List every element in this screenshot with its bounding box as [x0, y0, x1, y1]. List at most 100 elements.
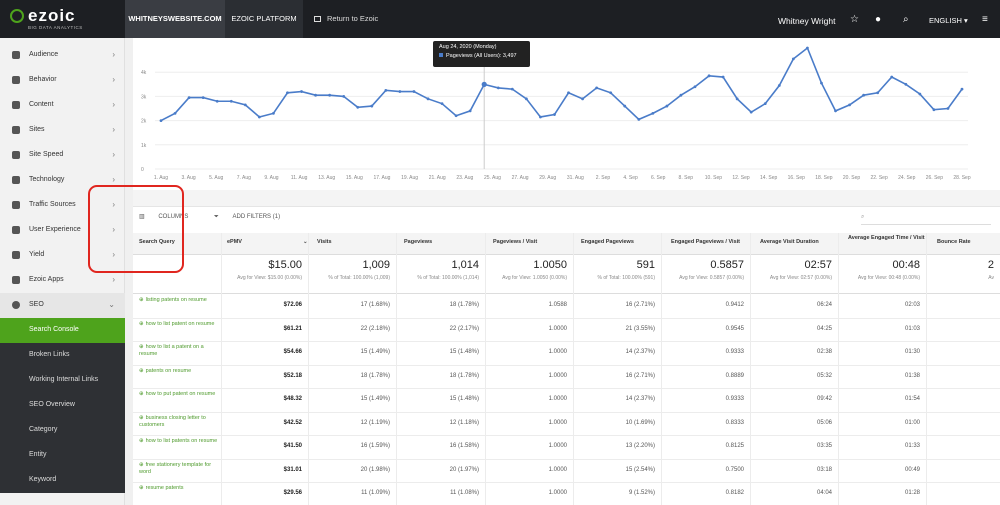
- platform-tab[interactable]: EZOIC PLATFORM: [225, 0, 303, 38]
- site-tab[interactable]: WHITNEYSWEBSITE.COM: [125, 0, 225, 38]
- data-point[interactable]: [679, 93, 683, 97]
- data-point[interactable]: [539, 115, 542, 119]
- col-engaged-per-visit[interactable]: Engaged Pageviews / Visit: [671, 239, 740, 245]
- search-query-text[interactable]: how to list patent on resume: [145, 320, 215, 327]
- data-point[interactable]: [665, 104, 669, 108]
- table-row[interactable]: ⊕ free stationery template for word $31.01…: [133, 460, 1000, 483]
- sort-icon[interactable]: ⌄: [303, 239, 308, 245]
- data-point[interactable]: [496, 86, 500, 90]
- sidebar-subitem-seo-overview[interactable]: SEO Overview: [0, 393, 125, 418]
- data-point[interactable]: [510, 87, 514, 91]
- sidebar-item-behavior[interactable]: Behavior ›: [0, 68, 125, 93]
- sidebar-item-sites[interactable]: Sites ›: [0, 118, 125, 143]
- data-point[interactable]: [384, 88, 388, 92]
- sidebar-item-seo[interactable]: SEO ⌄: [0, 293, 125, 318]
- sidebar-item-traffic-sources[interactable]: Traffic Sources ›: [0, 193, 125, 218]
- data-point[interactable]: [904, 82, 908, 86]
- expand-icon[interactable]: ⊕: [139, 297, 144, 303]
- data-point[interactable]: [735, 97, 739, 101]
- table-row[interactable]: ⊕ resume patents $29.56 11 (1.09%) 11 (1.08%…: [133, 483, 1000, 505]
- expand-icon[interactable]: ⊕: [139, 461, 144, 468]
- table-search-input[interactable]: ⌕: [861, 213, 991, 225]
- data-point[interactable]: [581, 97, 584, 101]
- search-query-text[interactable]: free stationery template for word: [139, 461, 212, 475]
- search-query-cell[interactable]: ⊕ how to list a patent on a resume: [139, 344, 219, 358]
- expand-icon[interactable]: ⊕: [139, 320, 144, 327]
- user-name[interactable]: Whitney Wright: [778, 16, 836, 26]
- data-point[interactable]: [398, 90, 402, 93]
- table-row[interactable]: ⊕ how to list a patent on a resume $54.66 1…: [133, 342, 1000, 366]
- search-query-cell[interactable]: ⊕ patents on resume: [139, 368, 219, 375]
- data-point[interactable]: [342, 95, 346, 98]
- data-point[interactable]: [468, 109, 472, 113]
- data-point[interactable]: [215, 99, 219, 103]
- data-point[interactable]: [553, 113, 556, 116]
- data-point[interactable]: [201, 96, 205, 100]
- search-query-cell[interactable]: ⊕ how to put patent on resume: [139, 391, 219, 398]
- data-point[interactable]: [328, 93, 332, 97]
- data-point[interactable]: [806, 46, 809, 50]
- col-pageviews-per-visit[interactable]: Pageviews / Visit: [493, 239, 538, 245]
- data-point[interactable]: [693, 85, 697, 89]
- data-point[interactable]: [890, 75, 894, 79]
- table-row[interactable]: ⊕ how to list patent on resume $61.21 22 (2…: [133, 319, 1000, 342]
- col-search-query[interactable]: Search Query: [139, 239, 175, 245]
- data-point[interactable]: [932, 108, 936, 112]
- table-row[interactable]: ⊕ business closing letter to customers $42…: [133, 413, 1000, 436]
- data-point[interactable]: [229, 99, 233, 103]
- col-visits[interactable]: Visits: [317, 239, 332, 245]
- data-point[interactable]: [257, 115, 261, 119]
- search-query-text[interactable]: patents on resume: [145, 367, 192, 374]
- data-point[interactable]: [243, 103, 247, 107]
- return-to-ezoic-link[interactable]: Return to Ezoic: [314, 14, 378, 23]
- data-point[interactable]: [567, 91, 570, 95]
- menu-icon[interactable]: ≡: [982, 14, 988, 25]
- data-point[interactable]: [595, 86, 599, 90]
- data-point[interactable]: [426, 97, 430, 101]
- search-query-text[interactable]: listing patents on resume: [145, 297, 207, 303]
- data-point[interactable]: [300, 90, 303, 93]
- col-engaged-pageviews[interactable]: Engaged Pageviews: [581, 239, 634, 245]
- data-point[interactable]: [623, 104, 627, 108]
- data-point[interactable]: [862, 93, 866, 97]
- sidebar-item-user-experience[interactable]: User Experience ›: [0, 218, 125, 243]
- data-point[interactable]: [820, 81, 823, 85]
- data-point[interactable]: [960, 87, 964, 91]
- search-query-cell[interactable]: ⊕ how to list patents on resume: [139, 438, 219, 445]
- search-query-cell[interactable]: ⊕ resume patents: [139, 485, 219, 492]
- sidebar-subitem-broken-links[interactable]: Broken Links: [0, 343, 125, 368]
- data-point[interactable]: [159, 119, 163, 122]
- search-query-cell[interactable]: ⊕ free stationery template for word: [139, 462, 219, 476]
- expand-icon[interactable]: ⊕: [139, 438, 144, 444]
- add-filters-button[interactable]: ⏷ ADD FILTERS (1): [214, 214, 292, 220]
- expand-icon[interactable]: ⊕: [139, 367, 144, 374]
- sidebar-item-content[interactable]: Content ›: [0, 93, 125, 118]
- data-point[interactable]: [356, 105, 360, 109]
- data-point[interactable]: [609, 91, 613, 95]
- data-point[interactable]: [314, 93, 317, 97]
- data-point[interactable]: [272, 111, 275, 115]
- sidebar-item-technology[interactable]: Technology ›: [0, 168, 125, 193]
- columns-button[interactable]: ▥ COLUMNS: [139, 214, 200, 220]
- data-point[interactable]: [707, 74, 711, 78]
- expand-icon[interactable]: ⊕: [139, 391, 144, 397]
- sidebar-item-ezoic-apps[interactable]: Ezoic Apps ›: [0, 268, 125, 293]
- help-icon[interactable]: ●: [875, 14, 882, 25]
- data-point[interactable]: [286, 91, 289, 95]
- expand-icon[interactable]: ⊕: [139, 485, 144, 491]
- search-query-text[interactable]: business closing letter to customers: [139, 414, 206, 428]
- data-point[interactable]: [651, 111, 655, 115]
- data-point[interactable]: [763, 102, 767, 106]
- data-point[interactable]: [721, 75, 725, 79]
- table-row[interactable]: ⊕ how to put patent on resume $48.32 15 (1.…: [133, 389, 1000, 413]
- data-point[interactable]: [454, 114, 458, 118]
- data-point[interactable]: [187, 96, 191, 100]
- search-query-text[interactable]: how to list patents on resume: [145, 438, 218, 444]
- data-point[interactable]: [440, 102, 444, 106]
- sidebar-subitem-entity[interactable]: Entity: [0, 443, 125, 468]
- col-epmv[interactable]: ePMV: [227, 239, 242, 245]
- expand-icon[interactable]: ⊕: [139, 344, 144, 350]
- table-row[interactable]: ⊕ how to list patents on resume $41.50 16 (…: [133, 436, 1000, 460]
- col-pageviews[interactable]: Pageviews: [404, 239, 433, 245]
- data-point[interactable]: [524, 97, 528, 101]
